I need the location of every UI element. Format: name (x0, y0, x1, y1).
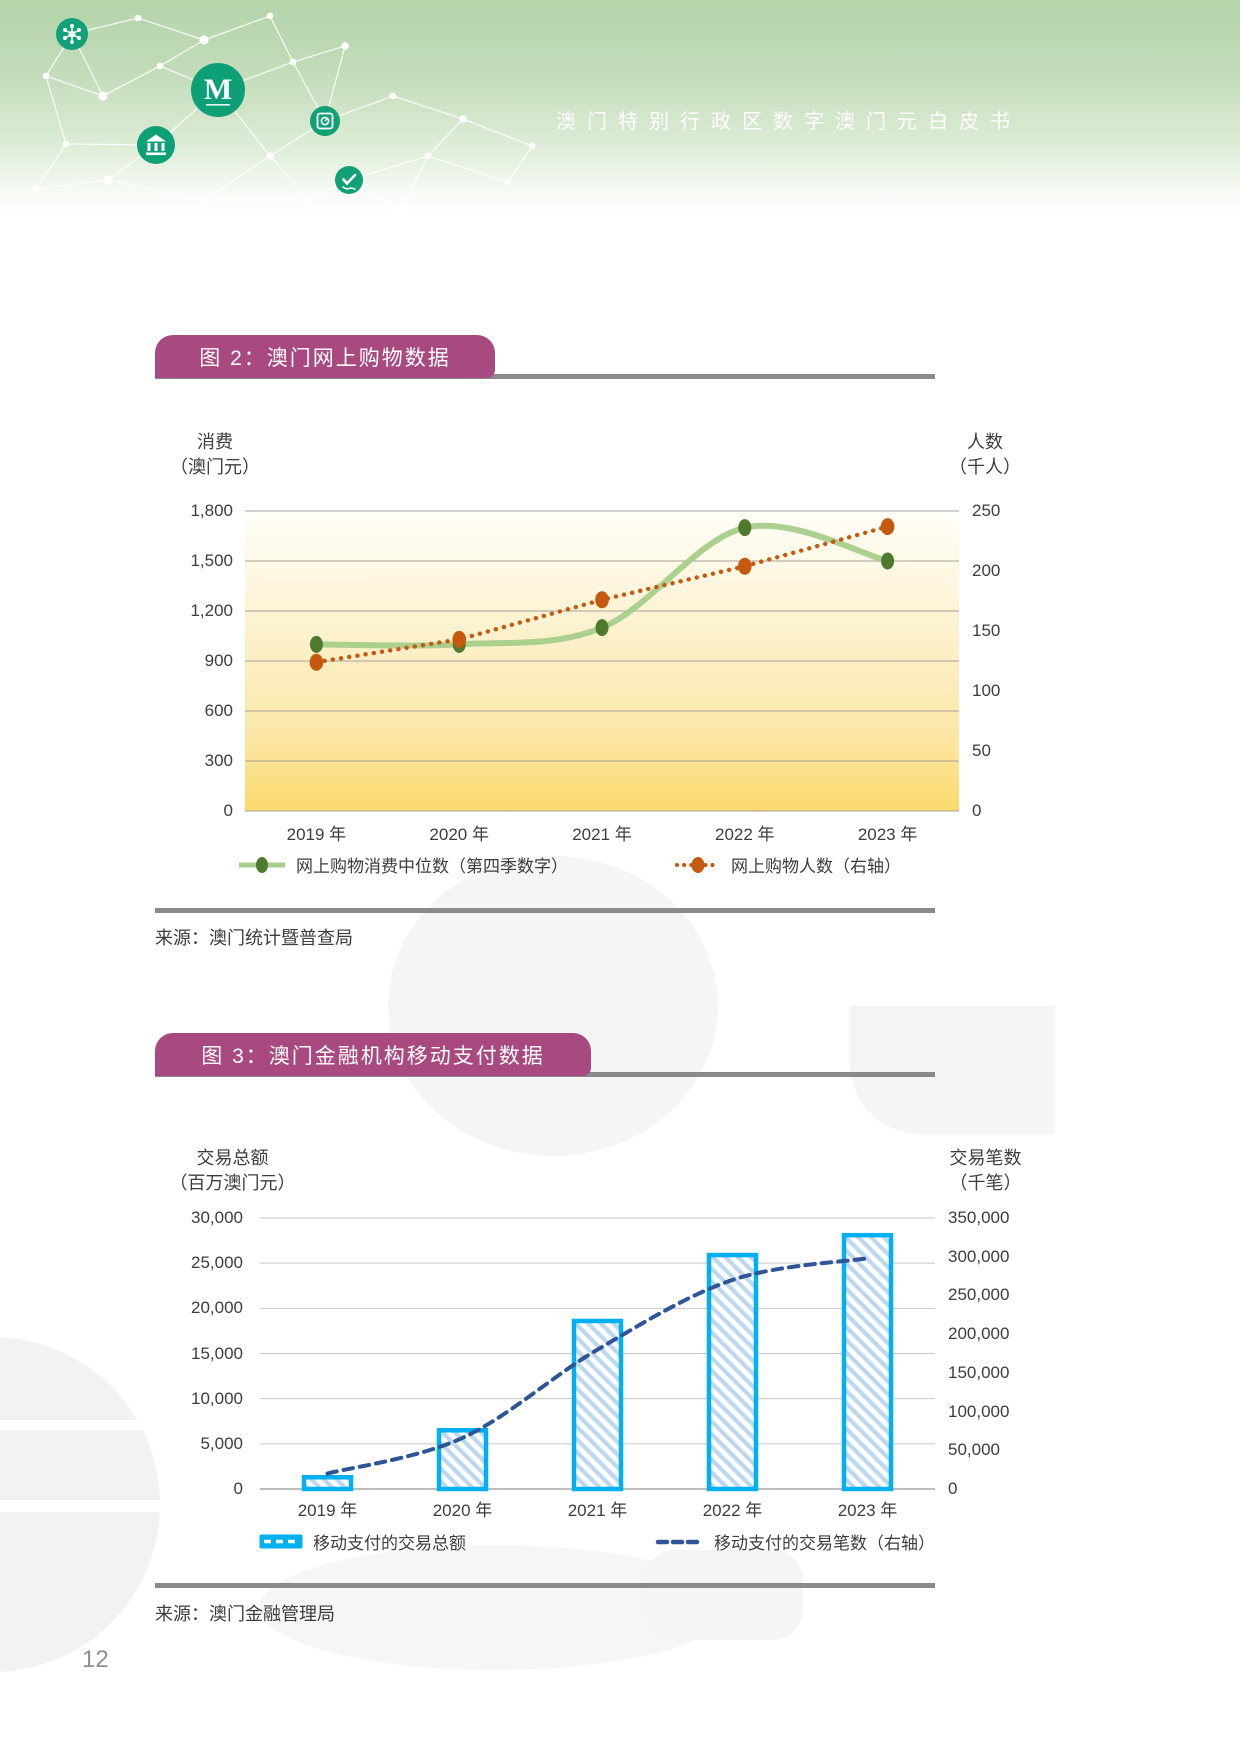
hatched-bar-icon (259, 1534, 303, 1549)
tick-label: 350,000 (948, 1208, 1010, 1227)
figure2-title: 图 2：澳门网上购物数据 (155, 335, 495, 378)
figure2-x-axis-labels: 2019 年 2020 年 2021 年 2022 年 2023 年 (245, 820, 959, 845)
legend-label: 移动支付的交易笔数（右轴） (714, 1534, 935, 1553)
figure2-title-rule (155, 374, 935, 379)
legend-item: 移动支付的交易总额 (258, 1529, 466, 1554)
figure3-right-axis-title: 交易笔数 （千笔） (908, 1146, 1063, 1196)
tick-label: 300 (204, 751, 233, 770)
axis-title-line: 消费 (197, 432, 233, 452)
x-axis-label: 2023 年 (857, 825, 918, 844)
tick-label: 50 (972, 741, 991, 760)
x-axis-label: 2022 年 (702, 1501, 763, 1520)
tick-label: 100 (972, 681, 1001, 700)
watermark-stripe (0, 1420, 170, 1430)
axis-title-line: 交易笔数 (949, 1148, 1022, 1168)
tick-label: 0 (972, 801, 982, 820)
tick-label: 50,000 (948, 1440, 1000, 1460)
tick-label: 0 (948, 1479, 958, 1498)
tick-label: 100,000 (948, 1401, 1010, 1421)
axis-title-line: （百万澳门元） (169, 1173, 296, 1193)
vault-icon (310, 106, 340, 136)
x-axis-label: 2022 年 (715, 825, 775, 844)
legend-item: 网上购物人数（右轴） (674, 852, 901, 877)
figure2-right-tick-labels: 0 50 100 150 200 250 (972, 501, 1047, 820)
x-axis-label: 2020 年 (429, 825, 489, 844)
watermark-circle (388, 856, 718, 1156)
axis-title-line: （千人） (949, 457, 1021, 477)
x-axis-label: 2021 年 (572, 825, 632, 844)
figure2-left-axis-title: 消费 （澳门元） (145, 430, 285, 480)
tick-label: 30,000 (191, 1208, 243, 1227)
figure3-left-axis-title: 交易总额 （百万澳门元） (145, 1146, 320, 1196)
x-axis-label: 2023 年 (837, 1501, 898, 1520)
tick-label: 250 (972, 501, 1001, 520)
tick-label: 20,000 (191, 1298, 243, 1318)
tick-label: 5,000 (200, 1433, 243, 1453)
figure3-chart (260, 1217, 935, 1492)
tick-label: 1,800 (190, 501, 233, 520)
tick-label: 300,000 (948, 1246, 1010, 1266)
figure2-right-axis-title: 人数 （千人） (915, 430, 1055, 480)
figure3-left-tick-labels: 0 5,000 10,000 15,000 20,000 25,000 30,000 (155, 1208, 243, 1498)
watermark-stripe (0, 1500, 180, 1512)
legend-item: 网上购物消费中位数（第四季数字） (237, 852, 568, 877)
figure2-legend: 网上购物消费中位数（第四季数字） 网上购物人数（右轴） (237, 852, 957, 878)
figure2-title-text: 图 2：澳门网上购物数据 (199, 346, 451, 370)
watermark-shape (850, 1006, 1055, 1134)
figure3-title-text: 图 3：澳门金融机构移动支付数据 (201, 1044, 545, 1068)
tick-label: 10,000 (191, 1388, 243, 1408)
x-axis-label: 2019 年 (297, 1501, 358, 1520)
tick-label: 900 (204, 651, 233, 670)
legend-label: 网上购物人数（右轴） (731, 857, 901, 876)
figure3-right-tick-labels: 0 50,000 100,000 150,000 200,000 250,000 300,0… (948, 1208, 1040, 1498)
navy-dashed-line-icon (655, 1539, 705, 1544)
x-axis-label: 2021 年 (567, 1501, 628, 1520)
watermark-rounded-bar (645, 1550, 803, 1640)
tick-label: 15,000 (191, 1343, 243, 1363)
tick-label: 1,500 (190, 551, 233, 570)
green-line-marker-icon (239, 856, 285, 873)
page-number: 12 (82, 1646, 109, 1673)
tick-label: 250,000 (948, 1285, 1010, 1305)
network-graphic: M (32, 12, 536, 213)
figure3-x-axis-labels: 2019 年 2020 年 2021 年 2022 年 2023 年 (260, 1496, 935, 1521)
header-banner: M (0, 0, 1240, 213)
orange-dotted-marker-icon (675, 856, 721, 873)
axis-title-line: 人数 (967, 432, 1003, 452)
figure3-legend: 移动支付的交易总额 移动支付的交易笔数（右轴） (258, 1529, 978, 1555)
legend-label: 网上购物消费中位数（第四季数字） (296, 857, 568, 876)
figure3-source-rule (155, 1583, 935, 1588)
figure2-left-tick-labels: 0 300 600 900 1,200 1,500 1,800 (155, 501, 233, 820)
tick-label: 1,200 (190, 601, 233, 620)
figure3-source: 来源：澳门金融管理局 (155, 1604, 335, 1624)
tick-label: 150,000 (948, 1362, 1010, 1382)
figure2-chart (245, 510, 959, 812)
tick-label: 600 (204, 701, 233, 720)
tick-label: 200,000 (948, 1324, 1010, 1344)
x-axis-label: 2020 年 (432, 1501, 493, 1520)
legend-item: 移动支付的交易笔数（右轴） (655, 1529, 935, 1554)
tick-label: 150 (972, 621, 1001, 640)
figure3-title: 图 3：澳门金融机构移动支付数据 (155, 1033, 591, 1076)
checkmark-icon (335, 166, 363, 194)
axis-title-line: （澳门元） (170, 457, 260, 477)
svg-text:M: M (204, 73, 232, 106)
tick-label: 0 (223, 801, 233, 820)
tick-label: 0 (233, 1479, 243, 1498)
tick-label: 200 (972, 561, 1001, 580)
figure2-source-rule (155, 908, 935, 913)
bank-icon (137, 126, 175, 164)
figure2-source: 来源：澳门统计暨普查局 (155, 928, 353, 948)
axis-title-line: 交易总额 (196, 1148, 269, 1168)
macau-logo-icon: M (191, 63, 245, 117)
axis-title-line: （千笔） (949, 1173, 1022, 1193)
x-axis-label: 2019 年 (286, 825, 347, 844)
legend-label: 移动支付的交易总额 (313, 1534, 466, 1553)
tick-label: 25,000 (191, 1253, 243, 1273)
network-node-icon (56, 18, 88, 50)
document-title: 澳门特别行政区数字澳门元白皮书 (556, 111, 1021, 133)
